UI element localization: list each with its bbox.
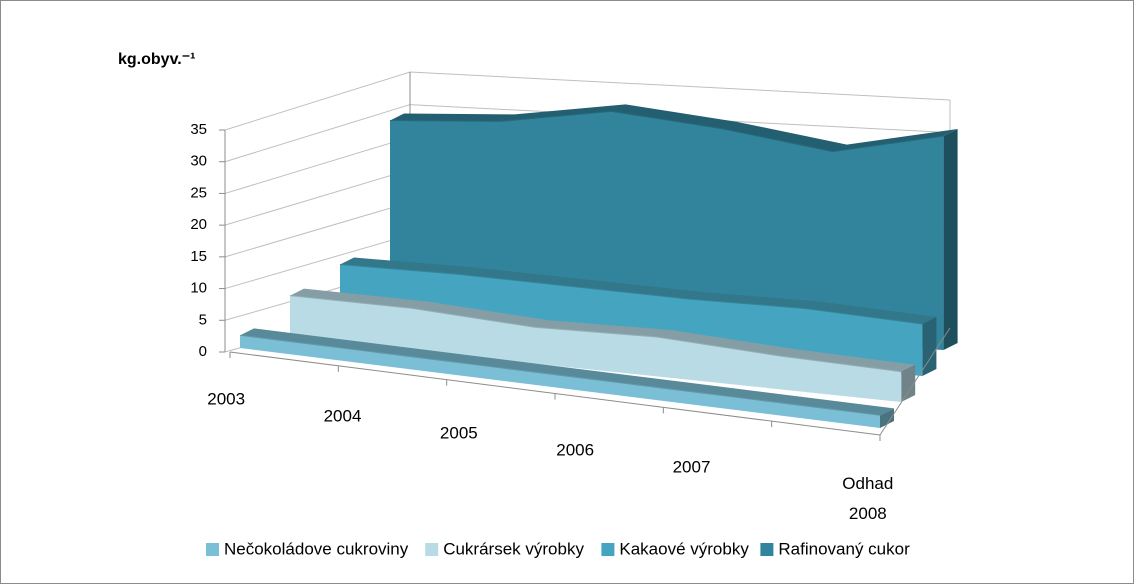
- y-tick-label: 15: [190, 248, 207, 265]
- y-tick-label: 10: [190, 280, 207, 297]
- area-top: [240, 328, 894, 416]
- x-tick-label: 2007: [673, 457, 711, 476]
- legend-label: Rafinovaný cukor: [778, 539, 910, 558]
- y-tick-label: 5: [199, 311, 207, 328]
- x-tick-label: 2006: [556, 440, 594, 459]
- legend-label: Kakaové výrobky: [619, 539, 749, 558]
- x-tick-label: 2004: [324, 406, 362, 425]
- y-tick-label: 20: [190, 216, 207, 233]
- area-side: [943, 129, 958, 350]
- plot-area: 0 5 10 15 20 25 30 35 2003 2004 2005 2006 2007 Odhad 2…: [190, 71, 958, 523]
- y-tick-label: 35: [190, 121, 207, 138]
- area-side: [901, 364, 916, 402]
- area-line: [289, 295, 902, 373]
- legend-swatch: [425, 543, 439, 556]
- area-side: [880, 408, 894, 428]
- legend: Nečokoládove cukroviny Cukrársek výrobky K…: [206, 539, 910, 558]
- legend-label: Cukrársek výrobky: [443, 539, 584, 558]
- area-face: [240, 335, 880, 428]
- floor-right: [879, 327, 951, 436]
- x-tick-label: 2003: [207, 389, 245, 408]
- area-line: [239, 334, 881, 416]
- y-axis-label: kg.obyv.⁻¹: [118, 51, 196, 68]
- area-top: [290, 288, 916, 372]
- legend-label: Nečokoládove cukroviny: [224, 539, 409, 558]
- x-tick-label: 2005: [440, 423, 478, 442]
- area-face: [290, 295, 902, 402]
- area-side: [922, 317, 937, 376]
- area-top: [340, 257, 937, 325]
- x-tick-label: Odhad 2008: [842, 474, 893, 523]
- y-tick-label: 30: [190, 153, 207, 170]
- legend-swatch: [206, 543, 219, 556]
- legend-swatch: [760, 543, 774, 556]
- area-line: [389, 110, 944, 153]
- y-tick-label: 25: [190, 184, 207, 201]
- area-top: [390, 104, 958, 152]
- area-line: [339, 264, 923, 325]
- y-tick-label: 0: [199, 343, 207, 360]
- legend-swatch: [601, 543, 615, 556]
